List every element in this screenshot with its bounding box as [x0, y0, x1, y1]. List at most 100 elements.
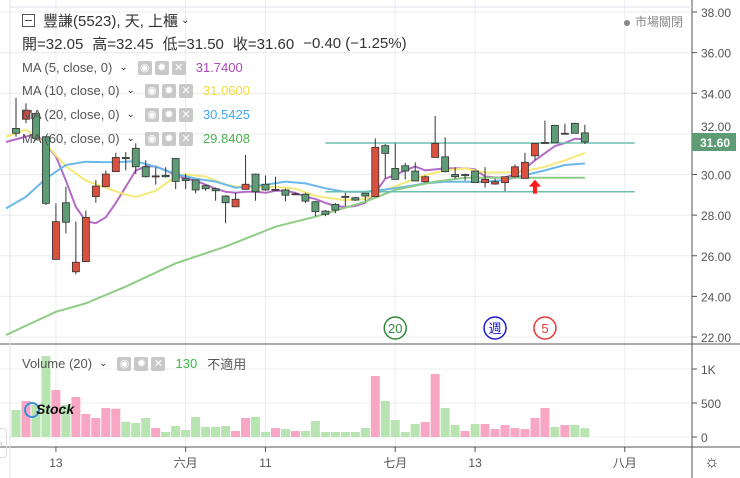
candle: [191, 179, 200, 194]
event-marker-label: 20: [388, 321, 402, 336]
candle: [541, 120, 549, 144]
price-tick-label: 38.00: [701, 6, 731, 20]
candle: [570, 122, 579, 134]
close-icon[interactable]: ✕: [178, 131, 193, 146]
candle-body: [91, 185, 100, 198]
candle-body: [570, 122, 579, 134]
candle-body: [421, 176, 430, 183]
volume-bar: [520, 428, 530, 437]
candle-body: [491, 181, 499, 185]
eye-icon[interactable]: ◉: [117, 356, 132, 371]
gear-icon[interactable]: ✹: [154, 60, 169, 75]
volume-value: 130: [175, 356, 198, 371]
volume-bar: [181, 429, 191, 437]
eye-icon[interactable]: ◉: [144, 131, 159, 146]
candle: [431, 116, 440, 158]
indicator-ma5[interactable]: MA (5, close, 0) ⌄ ◉ ✹ ✕ 31.7400: [22, 60, 243, 75]
chevron-down-icon[interactable]: ⌄: [99, 358, 108, 369]
chevron-down-icon[interactable]: ⌄: [126, 109, 135, 120]
gear-icon[interactable]: ✹: [161, 83, 176, 98]
price-tick-label: 34.00: [701, 87, 731, 101]
candle: [401, 162, 410, 180]
eye-icon[interactable]: ◉: [144, 107, 159, 122]
ma-line: [5, 176, 585, 336]
candle-body: [12, 127, 20, 134]
candle: [461, 173, 470, 181]
candle: [71, 221, 80, 275]
candle: [141, 160, 150, 178]
gear-icon[interactable]: ✹: [134, 356, 149, 371]
price-tick-label: 30.00: [701, 169, 731, 183]
volume-bar: [420, 421, 430, 437]
chart-settings-gear-icon[interactable]: ☼: [704, 452, 720, 471]
volume-bar: [410, 424, 420, 437]
candle-body: [321, 210, 330, 215]
candle: [481, 167, 489, 188]
candle: [91, 179, 100, 203]
candle: [531, 143, 539, 161]
candle-body: [580, 132, 589, 143]
candle: [151, 167, 160, 185]
chevron-down-icon[interactable]: ⌄: [181, 15, 190, 26]
chevron-down-icon[interactable]: ⌄: [119, 62, 128, 73]
chevron-down-icon[interactable]: ⌄: [126, 85, 135, 96]
candle: [171, 158, 180, 190]
minimize-icon[interactable]: [22, 14, 35, 27]
collapse-panel-tab[interactable]: ‹: [0, 428, 7, 458]
candle: [451, 167, 460, 179]
close-icon[interactable]: ✕: [178, 83, 193, 98]
ohlc-values: 開=32.05 高=32.45 低=31.50 收=31.60 −0.40 (−…: [22, 33, 416, 54]
volume-legend[interactable]: Volume (20) ⌄ ◉ ✹ ✕ 130 不適用: [22, 354, 246, 373]
indicator-ma60[interactable]: MA (60, close, 0) ⌄ ◉ ✹ ✕ 29.8408: [22, 131, 250, 146]
candle: [311, 200, 320, 217]
volume-bar: [320, 431, 330, 437]
gear-icon[interactable]: ✹: [161, 107, 176, 122]
open-value: 開=32.05: [22, 36, 84, 53]
candle-body: [221, 195, 230, 204]
candle-body: [42, 136, 50, 204]
candle-body: [361, 192, 370, 197]
candle-body: [181, 178, 190, 181]
candle-body: [62, 202, 70, 223]
candle: [501, 176, 509, 192]
eye-icon[interactable]: ◉: [144, 83, 159, 98]
candle-body: [561, 132, 569, 135]
candle-body: [291, 193, 300, 196]
indicator-value: 31.0600: [202, 83, 250, 98]
candle-body: [331, 203, 340, 211]
symbol-header[interactable]: 豐謙(5523), 天, 上櫃 ⌄: [22, 10, 189, 31]
indicator-ma10[interactable]: MA (10, close, 0) ⌄ ◉ ✹ ✕ 31.0600: [22, 83, 250, 98]
candle: [321, 210, 330, 217]
candle-body: [431, 143, 440, 158]
time-tick-label: 13: [468, 456, 482, 470]
candle-body: [531, 143, 539, 157]
candle-body: [121, 157, 130, 160]
chevron-down-icon[interactable]: ⌄: [126, 133, 135, 144]
candle-body: [81, 216, 90, 263]
candle: [331, 202, 340, 214]
candle: [391, 143, 400, 180]
close-icon[interactable]: ✕: [151, 356, 166, 371]
candle: [421, 175, 430, 183]
candle-body: [351, 197, 360, 201]
indicator-label: MA (10, close, 0): [22, 83, 120, 98]
candle: [580, 124, 589, 145]
gear-icon[interactable]: ✹: [161, 131, 176, 146]
close-icon[interactable]: ✕: [178, 107, 193, 122]
candle-body: [551, 124, 559, 144]
time-tick-label: 七月: [383, 456, 407, 470]
close-icon[interactable]: ✕: [171, 60, 186, 75]
candle-body: [401, 165, 410, 172]
indicator-ma20[interactable]: MA (20, close, 0) ⌄ ◉ ✹ ✕ 30.5425: [22, 107, 250, 122]
ma-line: [5, 160, 585, 210]
candle: [381, 144, 390, 179]
candle: [81, 210, 90, 263]
candle-body: [541, 142, 549, 144]
volume-bar: [300, 431, 310, 437]
eye-icon[interactable]: ◉: [137, 60, 152, 75]
candle-body: [511, 166, 519, 178]
volume-bar: [81, 414, 91, 437]
event-marker: [533, 316, 557, 340]
volume-na-text: 不適用: [207, 357, 247, 372]
